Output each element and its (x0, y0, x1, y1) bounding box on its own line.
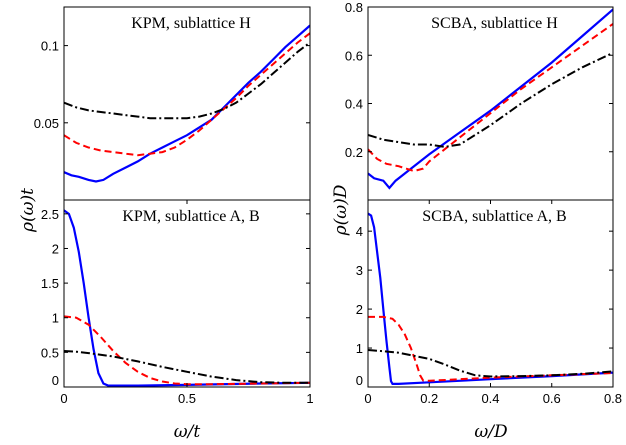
y-tick-label: 2 (52, 241, 59, 256)
panel-title-scba-sublattice-a-b: SCBA, sublattice A, B (422, 208, 566, 225)
y-tick-label: 0.6 (345, 48, 363, 63)
x-tick-label: 1 (306, 391, 313, 406)
x-tick-label: 0 (60, 391, 67, 406)
series-line-dashdot (368, 349, 613, 378)
y-tick-label: 0 (356, 373, 363, 388)
y-tick-label: 3 (356, 263, 363, 278)
left-x-axis-label: ω/t (174, 422, 201, 442)
y-tick-label: 2 (356, 302, 363, 317)
series-line-dashdot (64, 41, 310, 120)
y-tick-label: 1.5 (41, 276, 59, 291)
x-tick-label: 0.2 (420, 391, 438, 406)
panel-scba-sublattice-h: 0.2 0.4 0.6 0.8 SCBA, sublattice H (345, 0, 614, 201)
y-tick-label: 1 (356, 341, 363, 356)
series-line-dashed (64, 315, 310, 386)
x-tick-label: 0.4 (481, 391, 499, 406)
panel-title-kpm-sublattice-h: KPM, sublattice H (131, 15, 251, 32)
series-line-dashed (64, 32, 310, 157)
y-tick-label: 4 (356, 224, 363, 239)
y-tick-label: 1 (52, 311, 59, 326)
series-line-solid (368, 212, 613, 385)
panel-kpm-sublattice-h: 0.05 0.1 KPM, sublattice H (34, 6, 311, 201)
left-y-axis-label: ρ(ω)t (18, 188, 38, 233)
series-line-dashdot (368, 51, 613, 148)
y-tick-label: 0.8 (345, 0, 363, 15)
plot-frame (367, 199, 614, 388)
right-x-axis-label: ω/D (474, 422, 508, 442)
panel-title-kpm-sublattice-a-b: KPM, sublattice A, B (122, 208, 259, 225)
y-tick-label: 0.1 (41, 39, 59, 54)
series-line-dashed (368, 315, 613, 382)
y-tick-label: 0.2 (345, 145, 363, 160)
x-tick-label: 0 (364, 391, 371, 406)
y-tick-label: 0.5 (41, 345, 59, 360)
x-tick-label: 0.8 (604, 391, 622, 406)
plot-frame (63, 6, 311, 201)
series-line-solid (64, 209, 310, 387)
panel-kpm-sublattice-ab: 0 0.5 1 1.5 2 2.5 0 0.5 1 KPM, sublattice A, B (41, 199, 314, 406)
series-line-solid (64, 24, 310, 183)
y-tick-label: 2.5 (41, 207, 59, 222)
y-tick-label: 0.05 (34, 116, 59, 131)
series-line-dashdot (64, 350, 310, 384)
series-line-dashed (368, 23, 613, 173)
x-tick-label: 0.5 (178, 391, 196, 406)
right-y-axis-label: ρ(ω)D (331, 184, 351, 236)
series-line-solid (368, 8, 613, 190)
panel-scba-sublattice-ab: 0 1 2 3 4 0 0.2 0.4 0.6 0.8 SCBA, sublattice A, B (356, 199, 622, 406)
y-tick-label: 0.4 (345, 97, 363, 112)
y-tick-label: 0 (52, 373, 59, 388)
plot-frame (367, 6, 614, 201)
panel-title-scba-sublattice-h: SCBA, sublattice H (431, 15, 558, 32)
plot-frame (63, 199, 311, 388)
x-tick-label: 0.6 (543, 391, 561, 406)
